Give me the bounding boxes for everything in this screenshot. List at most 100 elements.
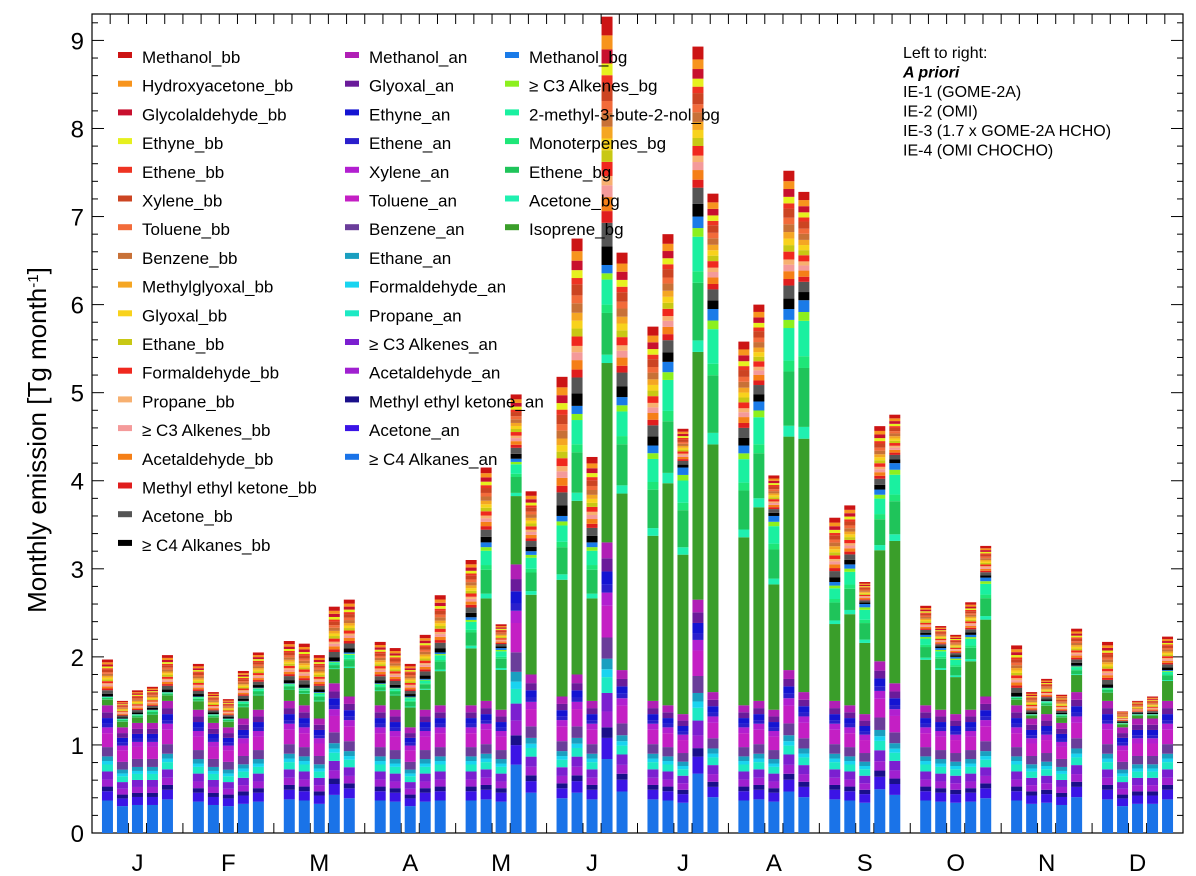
bar-segment — [252, 736, 264, 751]
bar-segment — [935, 669, 947, 710]
bar-segment — [116, 709, 128, 711]
bar-segment — [601, 312, 613, 355]
bar-segment — [1132, 703, 1144, 705]
bar-segment — [1117, 720, 1129, 721]
bar-segment — [571, 345, 583, 353]
bar-segment — [920, 747, 932, 757]
bar-segment — [313, 701, 325, 719]
bar-segment — [161, 695, 173, 701]
bar-segment — [950, 645, 962, 647]
bar-segment — [192, 686, 204, 688]
bar-segment — [738, 786, 750, 792]
bar-segment — [510, 603, 522, 611]
x-tick-label: J — [586, 850, 598, 876]
bar-segment — [131, 699, 143, 701]
bar-segment — [1056, 715, 1068, 717]
bar-segment — [935, 667, 947, 670]
bar-segment — [571, 312, 583, 321]
bar-segment — [389, 695, 401, 710]
bar-segment — [161, 729, 173, 745]
bar-segment — [192, 763, 204, 767]
bar-segment — [525, 495, 537, 500]
bar-segment — [495, 648, 507, 650]
bar-segment — [298, 665, 310, 668]
bar-segment — [328, 616, 340, 620]
bar-segment — [692, 707, 704, 721]
bar-segment — [283, 744, 295, 754]
bar-segment — [783, 224, 795, 233]
bar-segment — [525, 491, 537, 496]
bar-segment — [707, 261, 719, 268]
bar-segment — [419, 801, 431, 833]
bar-segment — [738, 529, 750, 538]
bar-segment — [874, 457, 886, 461]
bar-segment — [980, 751, 992, 757]
bar-segment — [874, 498, 886, 515]
bar-segment — [980, 581, 992, 584]
bar-segment — [616, 316, 628, 324]
bar-segment — [313, 673, 325, 675]
bar-segment — [207, 714, 219, 716]
bar-segment — [1026, 718, 1038, 725]
bar-segment — [586, 799, 598, 833]
bar-segment — [510, 652, 522, 672]
bar-segment — [935, 792, 947, 802]
bar-segment — [116, 710, 128, 712]
bar-segment — [434, 636, 446, 641]
bar-segment — [465, 607, 477, 613]
bar-segment — [495, 646, 507, 649]
bar-segment — [647, 390, 659, 397]
legend-swatch — [118, 425, 132, 432]
bar-segment — [116, 782, 128, 789]
bar-segment — [1056, 770, 1068, 774]
bar-segment — [252, 669, 264, 672]
bar-segment — [374, 649, 386, 652]
bar-segment — [480, 729, 492, 745]
bar-segment — [859, 593, 871, 595]
bar-segment — [798, 311, 810, 321]
bar-segment — [1162, 645, 1174, 648]
bar-segment — [480, 526, 492, 530]
bar-segment — [419, 643, 431, 646]
bar-segment — [510, 564, 522, 580]
bar-segment — [616, 323, 628, 331]
bar-segment — [252, 662, 264, 665]
bar-segment — [692, 639, 704, 651]
legend-swatch — [118, 539, 132, 546]
bar-segment — [616, 397, 628, 406]
bar-segment — [1011, 645, 1023, 650]
bar-segment — [1071, 781, 1083, 787]
bar-segment — [1147, 738, 1159, 744]
bar-segment — [920, 723, 932, 728]
bar-segment — [313, 659, 325, 663]
bar-segment — [343, 658, 355, 661]
bar-segment — [222, 769, 234, 774]
bar-segment — [434, 660, 446, 662]
bar-segment — [753, 444, 765, 454]
bar-segment — [662, 705, 674, 713]
bar-segment — [374, 670, 386, 672]
bar-segment — [874, 484, 886, 490]
bar-segment — [1162, 720, 1174, 724]
bar-segment — [510, 681, 522, 689]
bar-segment — [692, 86, 704, 94]
bar-segment — [192, 750, 204, 760]
bar-segment — [738, 445, 750, 454]
bar-segment — [965, 632, 977, 635]
bar-segment — [844, 718, 856, 724]
bar-segment — [298, 718, 310, 724]
bar-segment — [935, 763, 947, 767]
bar-segment — [480, 477, 492, 482]
bar-segment — [404, 690, 416, 695]
bar-segment — [343, 633, 355, 636]
bar-segment — [480, 547, 492, 551]
bar-segment — [783, 189, 795, 197]
bar-segment — [525, 541, 537, 547]
legend-label: 2-methyl-3-bute-2-nol_bg — [529, 105, 720, 124]
bar-segment — [1132, 707, 1144, 709]
bar-segment — [465, 575, 477, 580]
bar-segment — [965, 606, 977, 609]
bar-segment — [647, 407, 659, 413]
bar-segment — [192, 668, 204, 671]
bar-segment — [510, 464, 522, 474]
